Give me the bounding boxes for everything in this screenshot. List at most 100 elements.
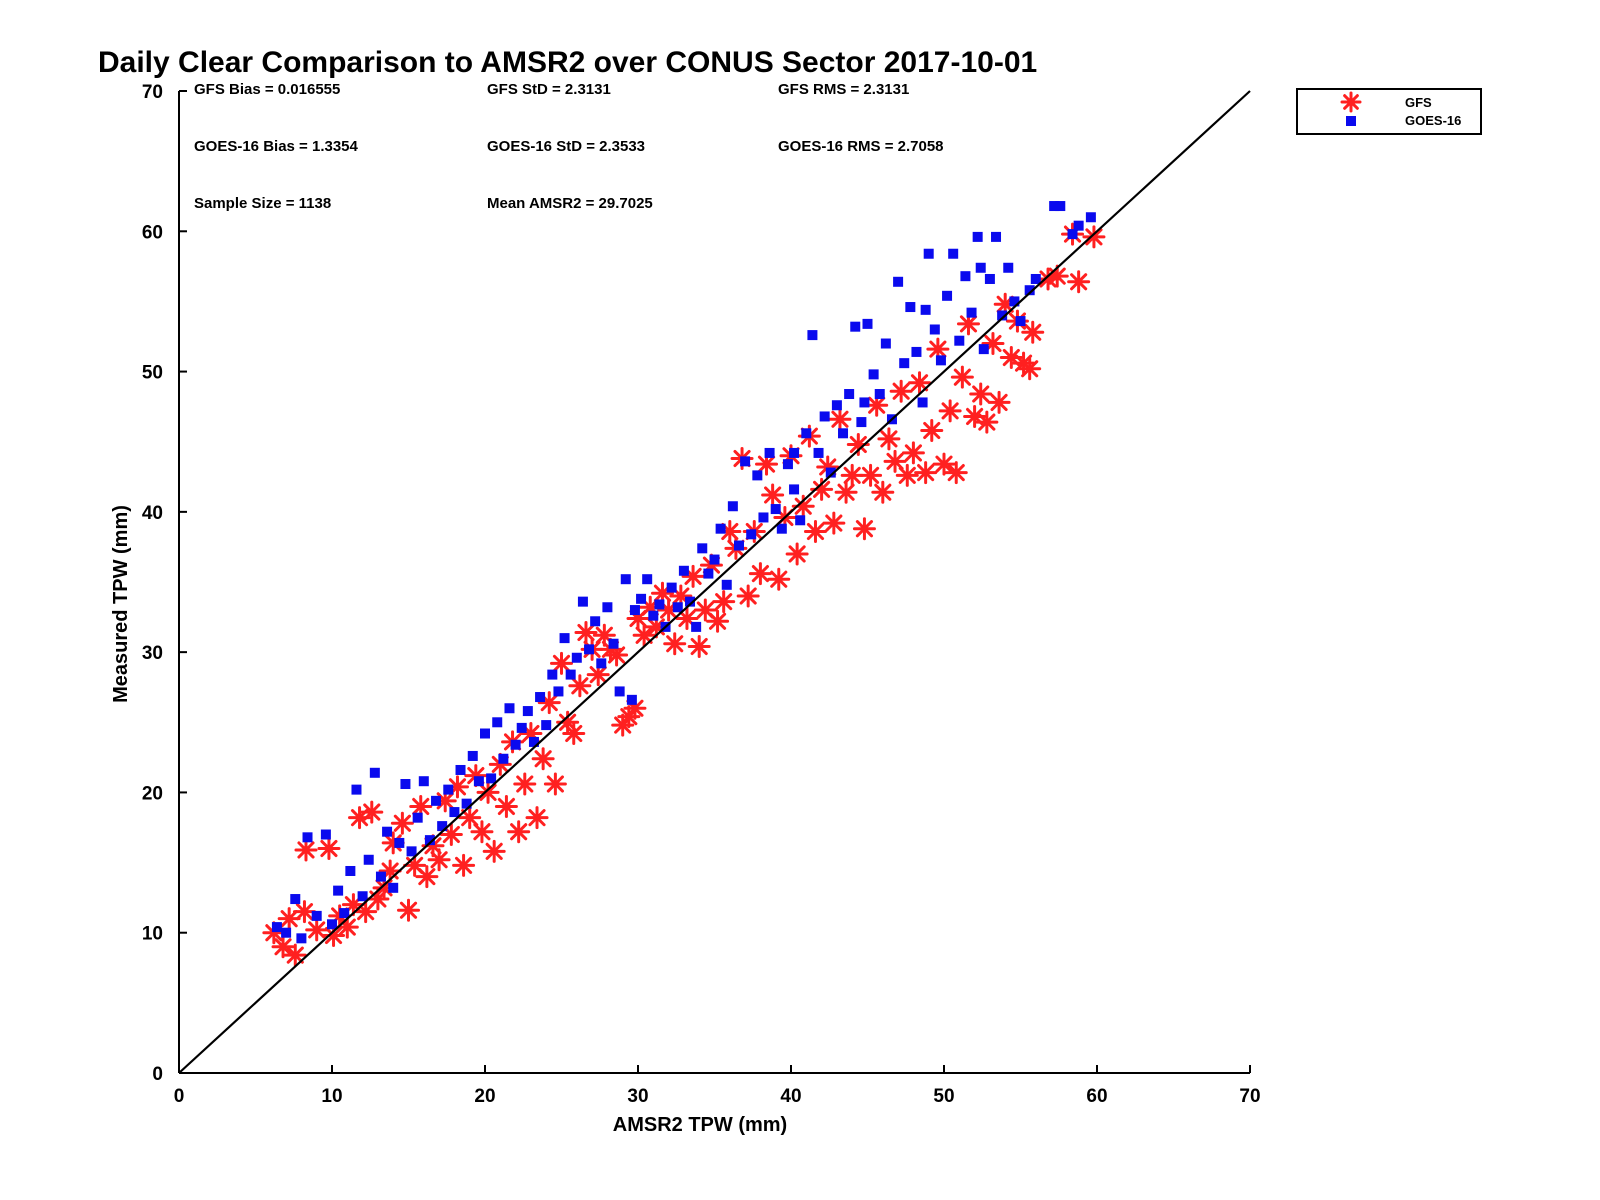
stat-gfs-bias: GFS Bias = 0.016555 <box>194 81 340 98</box>
goes-16-point <box>740 456 751 467</box>
goes-16-point <box>345 865 356 876</box>
gfs-point <box>706 609 730 633</box>
gfs-point <box>568 674 592 698</box>
gfs-point <box>914 461 938 485</box>
gfs-point <box>294 838 318 862</box>
goes-16-point <box>369 767 380 778</box>
goes-16-point <box>418 776 429 787</box>
gfs-point <box>834 480 858 504</box>
goes-16-point <box>1049 201 1060 212</box>
goes-16-point <box>394 837 405 848</box>
goes-16-point <box>819 411 830 422</box>
goes-16-point <box>629 605 640 616</box>
y-tick-label: 20 <box>142 783 163 804</box>
stat-goes-bias: GOES-16 Bias = 1.3354 <box>194 138 359 155</box>
plot-axes: 0 10 20 30 40 50 60 70 0 10 20 30 40 50 60 70 <box>142 82 1261 1107</box>
gfs-point <box>969 382 993 406</box>
goes-16-point <box>727 501 738 512</box>
goes-16-point <box>935 355 946 366</box>
goes-16-point <box>351 784 362 795</box>
goes-16-point <box>339 908 350 919</box>
goes-16-point <box>302 832 313 843</box>
x-axis-label: AMSR2 TPW (mm) <box>613 1114 787 1136</box>
gfs-point <box>292 900 316 924</box>
gfs-point <box>354 900 378 924</box>
goes-16-point <box>911 346 922 357</box>
goes-16-point <box>789 447 800 458</box>
gfs-point <box>283 943 307 967</box>
y-axis-label: Measured TPW (mm) <box>110 505 132 703</box>
goes-16-point <box>608 638 619 649</box>
goes-16-point <box>541 720 552 731</box>
x-tick-label: 30 <box>627 1086 648 1107</box>
goes-16-point <box>666 582 677 593</box>
goes-16-point <box>920 304 931 315</box>
gfs-point <box>663 632 687 656</box>
goes-16-point <box>917 397 928 408</box>
goes-16-point <box>960 271 971 282</box>
goes-16-point <box>966 307 977 318</box>
gfs-point <box>950 365 974 389</box>
goes-16-point <box>281 927 292 938</box>
chart-title: Daily Clear Comparison to AMSR2 over CON… <box>98 46 1037 79</box>
goes-16-point <box>954 335 965 346</box>
gfs-point <box>883 449 907 473</box>
gfs-point <box>1067 270 1091 294</box>
gfs-point <box>748 562 772 586</box>
gfs-point <box>458 806 482 830</box>
goes-16-point <box>311 910 322 921</box>
goes-16-point <box>929 324 940 335</box>
x-tick-label: 60 <box>1086 1086 1107 1107</box>
goes-16-point <box>400 779 411 790</box>
goes-16-point <box>715 523 726 534</box>
gfs-point <box>317 837 341 861</box>
goes-16-point <box>856 417 867 428</box>
gfs-point <box>908 371 932 395</box>
y-tick-label: 60 <box>142 222 163 243</box>
gfs-point <box>543 772 567 796</box>
stat-sample-size: Sample Size = 1138 <box>194 195 331 212</box>
series-gfs <box>262 222 1106 967</box>
goes-16-point <box>412 812 423 823</box>
gfs-point <box>415 865 439 889</box>
goes-16-point <box>978 344 989 355</box>
stat-gfs-rms: GFS RMS = 2.3131 <box>778 81 909 98</box>
goes-16-point <box>1024 285 1035 296</box>
gfs-point <box>1082 225 1106 249</box>
goes-16-point <box>461 798 472 809</box>
stat-gfs-std: GFS StD = 2.3131 <box>487 81 611 98</box>
goes-16-point <box>320 829 331 840</box>
legend-goes-square-icon <box>1346 116 1356 126</box>
x-tick-label: 20 <box>474 1086 495 1107</box>
goes-16-point <box>510 739 521 750</box>
gfs-point <box>932 452 956 476</box>
goes-16-point <box>449 807 460 818</box>
goes-16-point <box>577 596 588 607</box>
goes-16-point <box>1067 229 1078 240</box>
goes-16-point <box>831 400 842 411</box>
gfs-point <box>397 898 420 922</box>
goes-16-point <box>486 773 497 784</box>
goes-16-point <box>654 599 665 610</box>
gfs-point <box>1021 320 1045 344</box>
y-tick-label: 70 <box>142 82 163 103</box>
gfs-point <box>562 722 586 746</box>
goes-16-point <box>813 447 824 458</box>
gfs-point <box>525 806 549 830</box>
goes-16-point <box>388 882 399 893</box>
gfs-point <box>767 567 791 591</box>
gfs-point <box>840 463 864 487</box>
goes-16-point <box>614 686 625 697</box>
goes-16-point <box>375 871 386 882</box>
gfs-point <box>981 332 1005 356</box>
gfs-point <box>852 517 876 541</box>
gfs-point <box>360 800 384 824</box>
goes-16-point <box>984 273 995 284</box>
goes-16-point <box>838 428 849 439</box>
gfs-point <box>476 780 500 804</box>
gfs-point <box>277 907 301 931</box>
goes-16-point <box>776 523 787 534</box>
goes-16-point <box>455 764 466 775</box>
goes-16-point <box>859 397 870 408</box>
goes-16-point <box>905 302 916 313</box>
